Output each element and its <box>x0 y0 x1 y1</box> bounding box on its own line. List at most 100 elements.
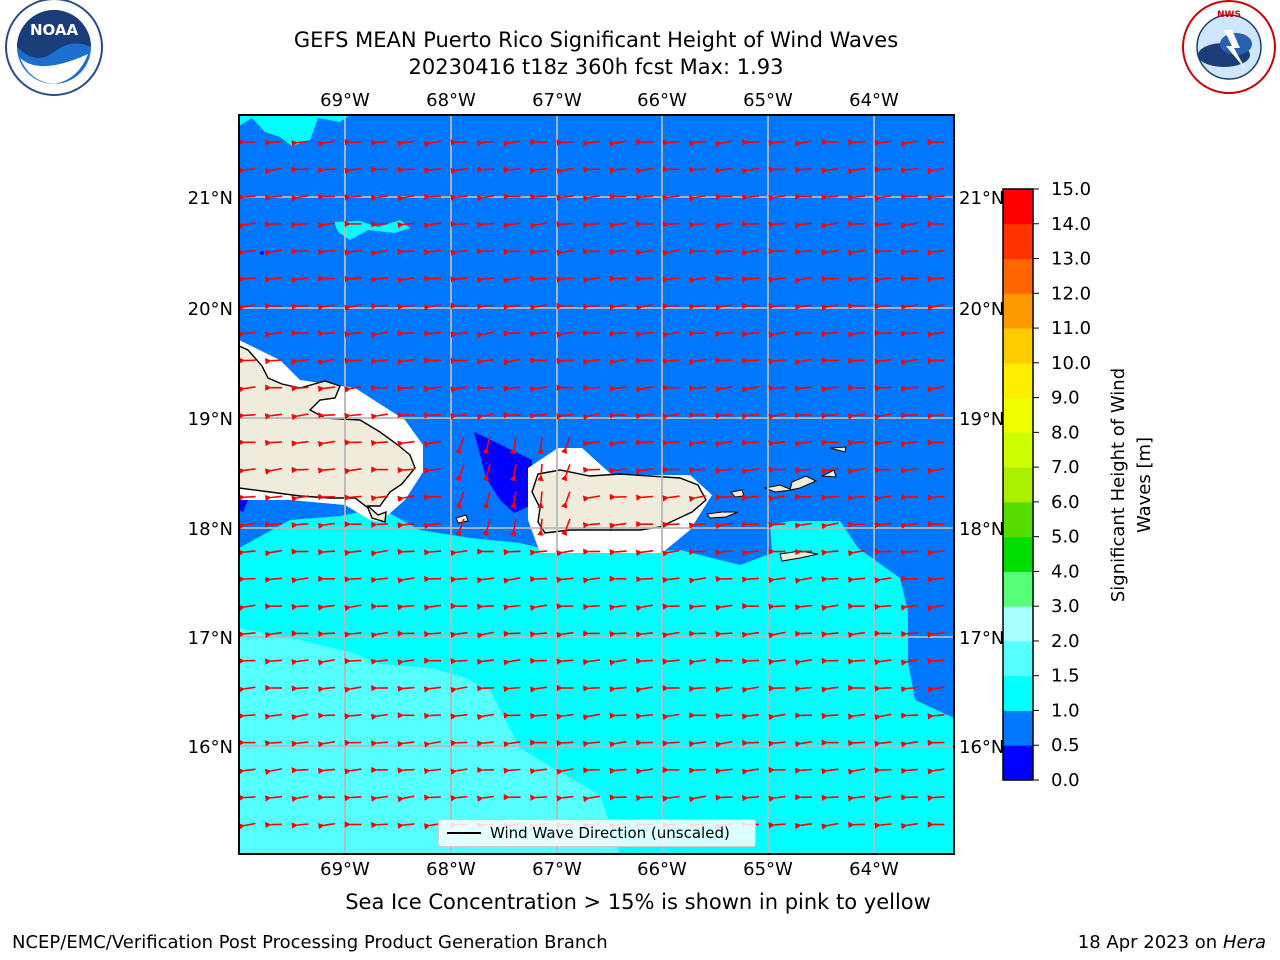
wave-direction-arrow <box>371 139 389 147</box>
wave-direction-arrow <box>397 822 415 829</box>
wave-direction-arrow <box>688 358 707 366</box>
wave-direction-arrow <box>556 740 574 747</box>
hispaniola-land <box>239 345 416 523</box>
wave-direction-arrow <box>636 494 654 501</box>
legend-label: Wind Wave Direction (unscaled) <box>490 824 730 842</box>
colorbar-label-line2: Waves [m] <box>1134 437 1155 533</box>
wave-direction-arrow <box>662 439 680 447</box>
wave-direction-arrow <box>476 276 495 284</box>
wave-direction-arrow <box>848 740 866 747</box>
wave-direction-arrow <box>561 518 571 536</box>
wave-direction-arrow <box>582 658 601 666</box>
colorbar-tick-label: 2.0 <box>1051 631 1080 652</box>
wave-direction-arrow <box>636 576 654 583</box>
wave-direction-arrow <box>537 436 544 454</box>
wave-direction-arrow <box>344 494 362 501</box>
wave-direction-arrow <box>556 194 574 202</box>
wave-direction-arrow <box>450 576 468 583</box>
wave-direction-arrow <box>450 713 468 720</box>
wave-direction-arrow <box>291 194 309 202</box>
wave-direction-arrow <box>821 686 839 693</box>
colorbar-segment <box>1003 258 1033 294</box>
wave-direction-arrow <box>794 685 813 693</box>
wave-direction-arrow <box>317 304 336 311</box>
wave-direction-arrow <box>768 631 786 639</box>
wave-direction-arrow <box>239 386 256 393</box>
wave-direction-arrow <box>847 167 866 175</box>
wave-direction-arrow <box>424 712 442 720</box>
wave-direction-arrow <box>265 658 283 665</box>
wave-direction-arrow <box>537 464 544 482</box>
wave-direction-arrow <box>609 330 627 337</box>
wave-direction-arrow <box>794 522 813 529</box>
wave-direction-arrow <box>291 577 309 584</box>
map-frame <box>238 114 955 855</box>
lat-label: 18°N <box>188 519 233 540</box>
wave-direction-arrow <box>582 358 601 366</box>
lon-label: 69°W <box>320 90 370 111</box>
wave-direction-arrows <box>239 138 945 830</box>
wave-direction-arrow <box>264 194 283 202</box>
wave-direction-arrow <box>715 549 733 556</box>
wave-direction-arrow <box>530 712 548 720</box>
wave-direction-arrow <box>561 491 571 509</box>
wave-direction-arrow <box>795 767 813 774</box>
lon-label: 68°W <box>426 90 476 111</box>
wave-direction-arrow <box>609 740 627 748</box>
wave-direction-arrow <box>795 548 813 556</box>
colorbar-tick-label: 15.0 <box>1051 179 1091 200</box>
wave-direction-arrow <box>477 221 495 228</box>
wave-direction-arrow <box>927 304 945 311</box>
wave-direction-arrow <box>795 248 813 256</box>
wave-direction-arrow <box>455 436 465 455</box>
wave-direction-arrow <box>794 577 813 584</box>
map-legend: Wind Wave Direction (unscaled) <box>438 819 756 847</box>
wave-direction-arrow <box>264 413 283 420</box>
wave-direction-arrow <box>482 491 491 509</box>
wave-direction-arrow <box>688 194 707 202</box>
wave-direction-arrow <box>715 631 733 638</box>
wave-direction-arrow <box>874 522 892 529</box>
wave-direction-arrow <box>847 795 866 802</box>
wave-direction-arrow <box>715 222 733 229</box>
wave-direction-arrow <box>423 249 442 256</box>
wave-direction-arrow <box>715 249 733 256</box>
wave-direction-arrow <box>635 249 654 256</box>
wave-direction-arrow <box>239 604 256 612</box>
wave-direction-arrow <box>900 740 919 748</box>
wave-direction-arrow <box>742 576 760 583</box>
wave-direction-arrow <box>317 604 336 611</box>
wave-direction-arrow <box>503 303 521 311</box>
wave-direction-arrow <box>450 549 468 557</box>
wave-direction-arrow <box>741 467 760 475</box>
wave-direction-arrow <box>847 768 866 776</box>
wave-direction-arrow <box>397 194 415 202</box>
wave-direction-arrow <box>927 468 945 475</box>
wave-direction-arrow <box>662 221 680 228</box>
wave-direction-arrow <box>794 222 813 229</box>
colorbar-tick-label: 5.0 <box>1051 527 1080 548</box>
wave-direction-arrow <box>397 795 415 803</box>
wave-direction-arrow <box>636 194 654 201</box>
wave-direction-arrow <box>291 658 309 666</box>
wave-direction-arrow <box>635 713 654 720</box>
wave-direction-arrow <box>503 767 521 774</box>
wave-direction-arrow <box>317 440 336 448</box>
wave-direction-arrow <box>529 631 548 638</box>
wave-direction-arrow <box>239 822 256 830</box>
colorbar-segment <box>1003 606 1033 642</box>
wave-direction-arrow <box>582 495 601 502</box>
lat-label: 21°N <box>959 188 1004 209</box>
lat-label: 21°N <box>188 188 233 209</box>
wave-direction-arrow <box>847 549 866 557</box>
wave-direction-arrow <box>874 713 892 721</box>
wave-direction-arrow <box>503 222 521 229</box>
wave-direction-arrow <box>423 385 442 393</box>
wave-direction-arrow <box>264 331 283 338</box>
wave-direction-arrow <box>874 495 892 502</box>
wave-direction-arrow <box>741 249 760 257</box>
wave-direction-arrow <box>900 222 919 229</box>
wave-direction-arrow <box>582 440 601 447</box>
wave-direction-arrow <box>556 713 574 720</box>
wave-direction-arrow <box>370 631 389 639</box>
